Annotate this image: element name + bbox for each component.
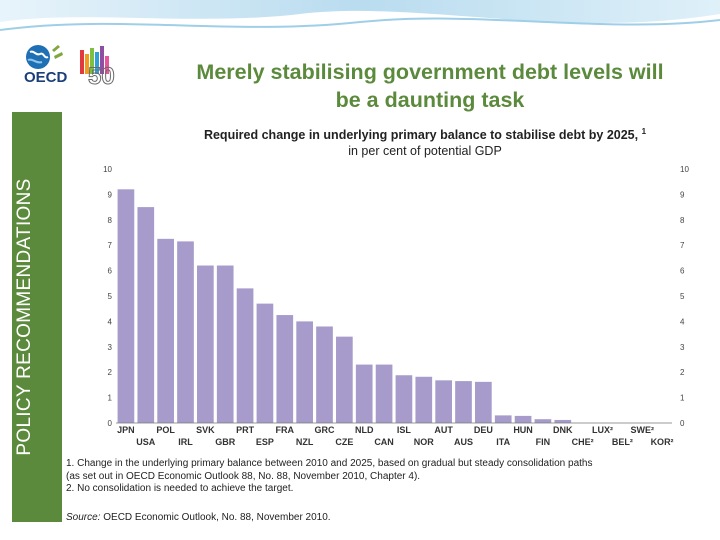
chart-subtitle: in per cent of potential GDP: [348, 144, 502, 159]
bar-2: [157, 238, 174, 423]
x-tick-label: DEU: [474, 425, 493, 435]
header-swoosh-decoration: [0, 0, 720, 31]
y-axis-right: 0 1 2 3 4 5 6 7 8 9 10: [680, 165, 689, 428]
chart-notes: 1. Change in the underlying primary bala…: [66, 458, 686, 496]
oecd-50-logo: OECD 50: [22, 42, 132, 91]
y-tick-left: 10: [103, 165, 112, 174]
y-tick-right: 10: [680, 165, 689, 174]
x-tick-label: ISL: [397, 425, 412, 435]
x-tick-label: BEL²: [612, 437, 633, 447]
bar-3: [177, 241, 194, 423]
y-tick-right: 9: [680, 190, 685, 199]
bar-9: [296, 321, 313, 423]
x-tick-label: NZL: [296, 437, 314, 447]
note-1-line-2: (as set out in OECD Economic Outlook 88,…: [66, 470, 421, 482]
y-tick-left: 3: [108, 343, 113, 352]
x-tick-label: POL: [156, 425, 175, 435]
bar-14: [395, 375, 413, 423]
x-tick-label: CHE²: [572, 437, 594, 447]
bar-10: [316, 326, 333, 423]
x-tick-label: CZE: [335, 437, 353, 447]
y-tick-right: 6: [680, 267, 685, 276]
bar-16: [435, 380, 452, 423]
y-tick-left: 0: [108, 419, 113, 428]
x-tick-label: GRC: [315, 425, 336, 435]
y-tick-left: 9: [108, 190, 113, 199]
bar-1: [137, 207, 155, 423]
sidebar-band: [12, 112, 62, 522]
x-tick-label: JPN: [117, 425, 135, 435]
x-tick-label: KOR²: [651, 437, 674, 447]
y-tick-left: 1: [108, 394, 113, 403]
y-tick-right: 8: [680, 216, 685, 225]
bar-chart: 0 1 2 3 4 5 6 7 8 9 10 0 1 2 3 4 5 6 7 8 9 10 JPNUSAPOLIRLSV…: [103, 165, 689, 447]
logo-anniversary-number: 50: [88, 63, 115, 90]
chart-title-footnote-marker: 1: [641, 127, 647, 136]
y-tick-right: 2: [680, 368, 685, 377]
x-tick-label: FRA: [276, 425, 295, 435]
y-tick-right: 4: [680, 317, 685, 326]
x-tick-label: CAN: [374, 437, 394, 447]
bar-7: [256, 303, 274, 423]
source-label: Source:: [66, 512, 101, 523]
y-tick-right: 5: [680, 292, 685, 301]
note-2: 2. No consolidation is needed to achieve…: [66, 483, 294, 494]
bar-5: [216, 265, 234, 423]
y-tick-right: 0: [680, 419, 685, 428]
note-1-line-1: 1. Change in the underlying primary bala…: [66, 458, 593, 469]
x-tick-label: FIN: [536, 437, 551, 447]
slide-title-line-2: be a daunting task: [335, 88, 525, 112]
y-tick-left: 8: [108, 216, 113, 225]
bar-4: [197, 265, 214, 423]
bar-18: [475, 381, 492, 423]
x-tick-label: NOR: [414, 437, 435, 447]
x-tick-label: AUS: [454, 437, 473, 447]
y-axis-left: 0 1 2 3 4 5 6 7 8 9 10: [103, 165, 112, 428]
bar-0: [117, 189, 135, 423]
bar-11: [336, 336, 353, 423]
bar-6: [236, 288, 254, 423]
chart-source: Source: OECD Economic Outlook, No. 88, N…: [66, 512, 331, 523]
y-tick-right: 7: [680, 241, 685, 250]
slide-title: Merely stabilising government debt level…: [150, 58, 710, 114]
bar-21: [534, 419, 552, 423]
x-tick-label: NLD: [355, 425, 374, 435]
source-text: OECD Economic Outlook, No. 88, November …: [103, 512, 331, 523]
bar-series: [117, 189, 572, 423]
x-tick-label: GBR: [215, 437, 236, 447]
x-tick-label: ITA: [496, 437, 510, 447]
bar-22: [554, 419, 572, 423]
slide-title-line-1: Merely stabilising government debt level…: [196, 60, 664, 84]
y-tick-right: 1: [680, 394, 685, 403]
bar-8: [276, 315, 294, 423]
x-tick-label: PRT: [236, 425, 255, 435]
y-tick-left: 7: [108, 241, 113, 250]
bar-15: [415, 376, 433, 423]
bar-20: [514, 415, 532, 423]
chart-title-text: Required change in underlying primary ba…: [203, 128, 639, 143]
x-tick-label: USA: [136, 437, 156, 447]
y-tick-left: 5: [108, 292, 113, 301]
y-tick-left: 2: [108, 368, 113, 377]
bar-13: [375, 364, 393, 423]
bar-12: [355, 364, 373, 423]
chart-title: Required change in underlying primary ba…: [140, 124, 710, 159]
y-tick-right: 3: [680, 343, 685, 352]
bar-19: [494, 415, 512, 423]
x-tick-label: IRL: [178, 437, 193, 447]
bar-17: [455, 381, 472, 423]
x-tick-label: DNK: [553, 425, 573, 435]
x-tick-label: AUT: [434, 425, 453, 435]
x-tick-label: SVK: [196, 425, 215, 435]
x-tick-label: ESP: [256, 437, 274, 447]
x-tick-label: HUN: [513, 425, 533, 435]
y-tick-left: 6: [108, 267, 113, 276]
y-tick-left: 4: [108, 317, 113, 326]
x-tick-label: LUX²: [592, 425, 613, 435]
logo-wordmark: OECD: [24, 69, 68, 86]
x-tick-label: SWE²: [630, 425, 654, 435]
x-axis-labels: JPNUSAPOLIRLSVKGBRPRTESPFRANZLGRCCZENLDC…: [117, 425, 673, 447]
